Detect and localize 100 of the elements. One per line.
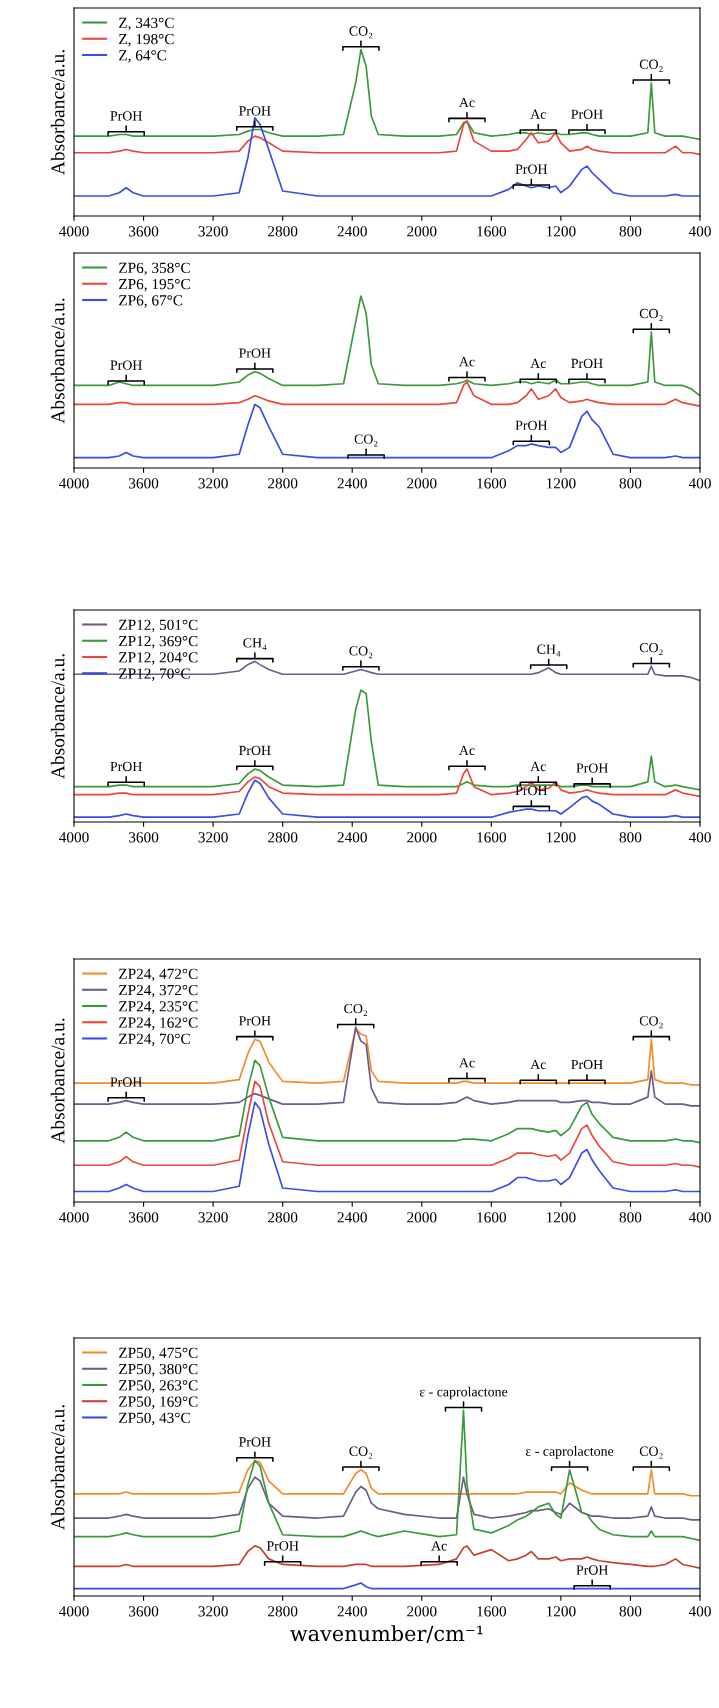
x-tick-label: 2800 — [268, 1212, 298, 1223]
y-axis-title: Absorbance/a.u. — [50, 50, 65, 175]
annotation: PrOH — [239, 106, 271, 116]
x-tick-label: 3200 — [198, 478, 228, 489]
annotation: PrOH — [266, 1541, 299, 1551]
legend-label: ZP12, 369°C — [119, 635, 198, 649]
x-tick-label: 1600 — [477, 1212, 507, 1223]
x-tick-label: 3600 — [129, 1212, 159, 1223]
y-axis-title: Absorbance/a.u. — [50, 1405, 65, 1530]
x-tick-label: 3200 — [198, 226, 228, 237]
legend-label: Z, 64°C — [119, 50, 167, 63]
annotation: Ac — [530, 358, 546, 369]
legend-label: ZP6, 67°C — [119, 295, 183, 308]
legend-label: ZP50, 380°C — [119, 1363, 198, 1377]
annotation: Ac — [459, 745, 475, 756]
x-tick-label: 400 — [688, 1606, 711, 1617]
legend-label: ZP50, 43°C — [119, 1412, 190, 1426]
annotation: PrOH — [239, 1016, 271, 1026]
legend-label: ZP6, 358°C — [119, 262, 190, 276]
x-tick-label: 400 — [688, 478, 711, 489]
annotation: PrOH — [571, 1059, 603, 1070]
legend-label: ZP24, 372°C — [119, 984, 198, 998]
legend-label: ZP12, 204°C — [119, 652, 198, 665]
x-tick-label: 2400 — [337, 226, 367, 237]
x-tick-label: 1600 — [477, 832, 507, 843]
annotation: Ac — [530, 1059, 546, 1070]
annotation: CH₄ — [537, 644, 561, 657]
annotation: CO₂ — [639, 1446, 663, 1459]
x-tick-label: 2000 — [407, 1606, 437, 1617]
annotation: PrOH — [239, 348, 271, 358]
annotation: PrOH — [576, 1565, 608, 1575]
y-axis-title: Absorbance/a.u. — [50, 298, 65, 424]
x-axis-title: wavenumber/cm⁻¹ — [290, 1625, 483, 1643]
x-tick-label: 800 — [619, 832, 642, 843]
annotation: PrOH — [571, 109, 603, 119]
legend-label: ZP24, 70°C — [119, 1033, 190, 1047]
annotation: ε - caprolactone — [419, 1386, 508, 1400]
annotation: CO₂ — [639, 59, 663, 72]
annotation: Ac — [530, 761, 546, 772]
x-tick-label: 2800 — [268, 478, 298, 489]
annotation: PrOH — [515, 420, 548, 430]
annotation: CO₂ — [344, 1003, 368, 1016]
x-tick-label: 1600 — [477, 226, 507, 237]
annotation: ε - caprolactone — [525, 1446, 614, 1459]
annotation: PrOH — [110, 360, 142, 370]
x-tick-label: 4000 — [59, 478, 89, 489]
x-tick-label: 2400 — [337, 1212, 367, 1223]
x-tick-label: 3200 — [198, 832, 228, 843]
annotation: PrOH — [110, 111, 142, 121]
x-tick-label: 3200 — [198, 1606, 228, 1617]
x-tick-label: 400 — [688, 1212, 711, 1223]
x-tick-label: 2400 — [337, 1606, 367, 1617]
x-tick-label: 1600 — [477, 1606, 507, 1617]
annotation: CO₂ — [349, 1446, 373, 1459]
x-tick-label: 400 — [688, 226, 711, 237]
legend-label: ZP24, 472°C — [119, 968, 198, 982]
legend-label: ZP24, 235°C — [119, 1001, 198, 1014]
legend-label: ZP50, 169°C — [119, 1396, 198, 1409]
legend-label: ZP12, 501°C — [119, 619, 198, 633]
x-tick-label: 4000 — [59, 832, 89, 843]
annotation: PrOH — [239, 1437, 271, 1447]
legend-label: ZP24, 162°C — [119, 1017, 198, 1030]
annotation: CO₂ — [349, 26, 373, 39]
annotation: CH₄ — [243, 638, 267, 651]
y-axis-title: Absorbance/a.u. — [50, 1018, 65, 1144]
x-tick-label: 3600 — [129, 1606, 159, 1617]
x-tick-label: 800 — [619, 226, 642, 237]
annotation: Ac — [459, 1058, 475, 1068]
annotation: Ac — [459, 97, 475, 108]
legend-label: ZP50, 263°C — [119, 1380, 198, 1393]
annotation: PrOH — [110, 761, 142, 772]
annotation: CO₂ — [349, 646, 373, 659]
annotation: CO₂ — [354, 434, 378, 447]
x-tick-label: 800 — [619, 1606, 642, 1617]
x-tick-label: 2000 — [407, 1212, 437, 1223]
x-tick-label: 800 — [619, 1212, 642, 1223]
annotation: CO₂ — [639, 1016, 663, 1029]
x-tick-label: 1200 — [546, 832, 576, 843]
legend-label: Z, 343°C — [119, 17, 174, 31]
x-tick-label: 1200 — [546, 1606, 576, 1617]
x-tick-label: 4000 — [59, 1212, 89, 1223]
x-tick-label: 2800 — [268, 226, 298, 237]
x-tick-label: 3600 — [129, 478, 159, 489]
annotation: PrOH — [571, 358, 603, 369]
legend-label: Z, 198°C — [119, 33, 174, 47]
x-tick-label: 1200 — [546, 1212, 576, 1223]
x-tick-label: 4000 — [59, 226, 89, 237]
x-tick-label: 2800 — [268, 832, 298, 843]
x-tick-label: 1200 — [546, 226, 576, 237]
x-tick-label: 3600 — [129, 226, 159, 237]
annotation: Ac — [459, 357, 475, 367]
y-axis-title: Absorbance/a.u. — [50, 654, 65, 779]
x-tick-label: 3200 — [198, 1212, 228, 1223]
annotation: CO₂ — [639, 642, 663, 655]
annotation: Ac — [530, 109, 546, 119]
x-tick-label: 1200 — [546, 478, 576, 489]
x-tick-label: 2000 — [407, 832, 437, 843]
x-tick-label: 2000 — [407, 226, 437, 237]
annotation: PrOH — [239, 745, 271, 756]
annotation: Ac — [431, 1541, 447, 1551]
